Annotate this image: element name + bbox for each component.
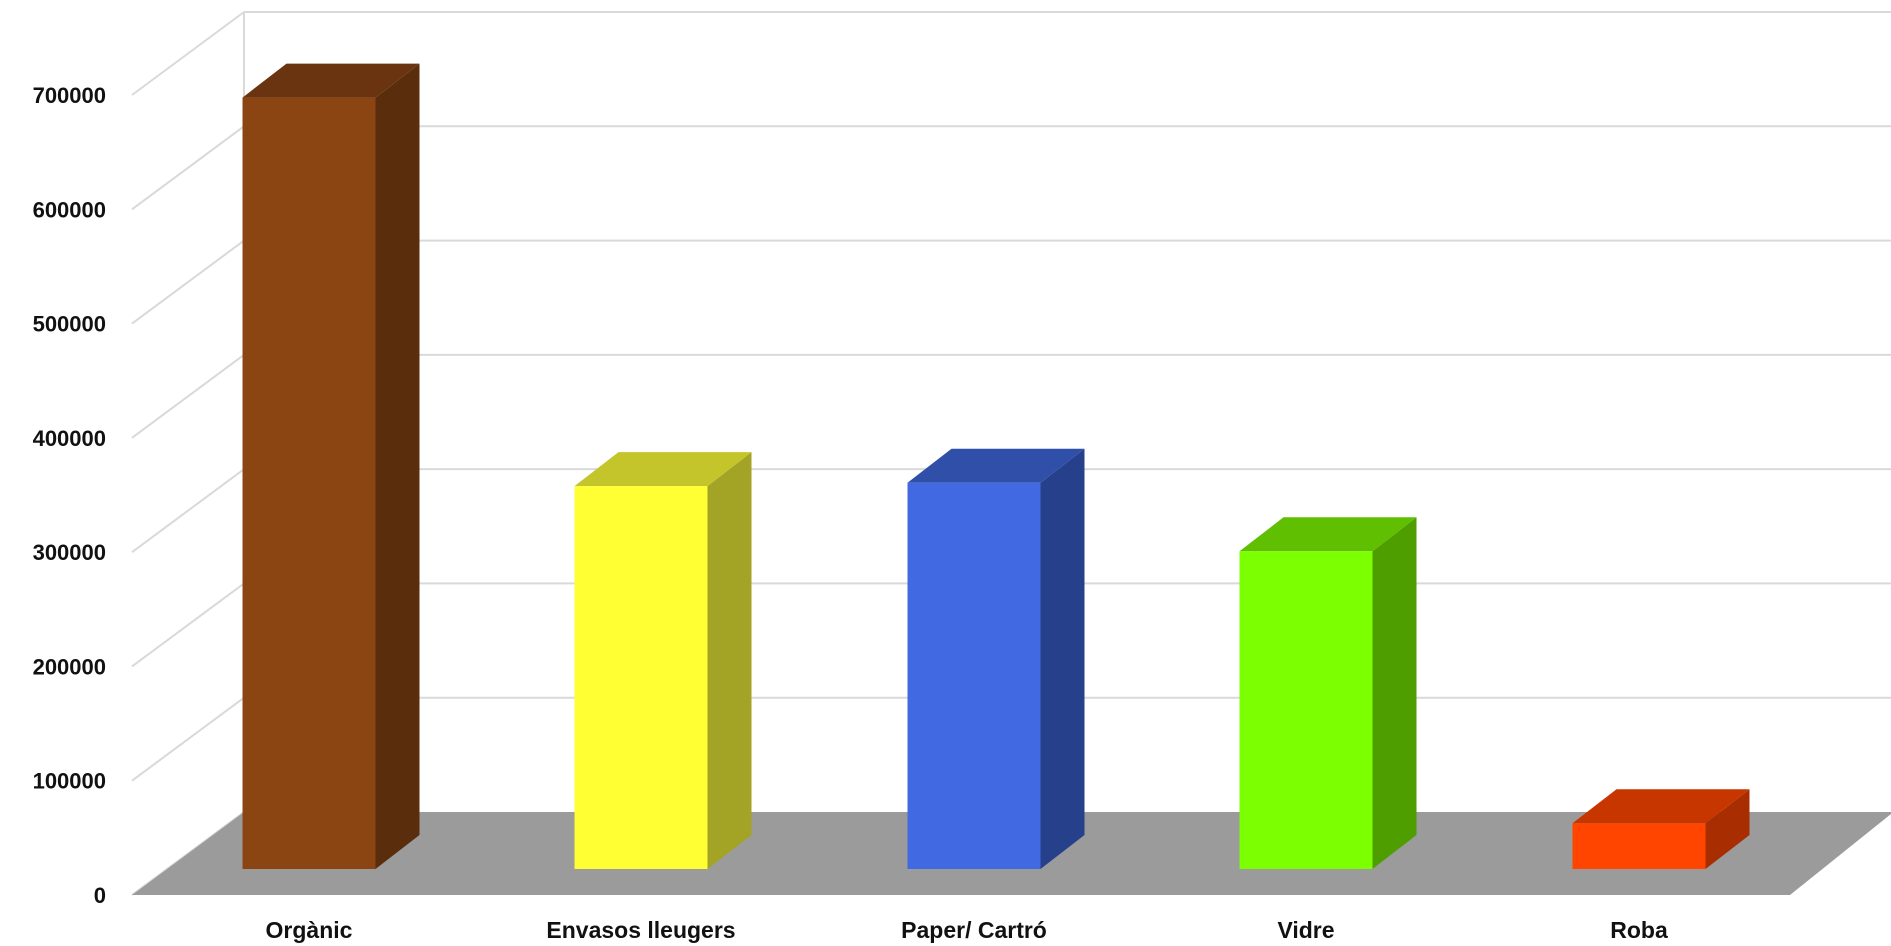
x-category-label: Envasos lleugers <box>546 917 735 943</box>
bar-front-face <box>907 482 1041 869</box>
y-tick-label: 300000 <box>33 540 106 565</box>
y-tick-label: 600000 <box>33 197 106 222</box>
bar-top-face <box>1572 789 1750 824</box>
bar-side-face <box>375 63 420 870</box>
x-category-label: Vidre <box>1277 917 1334 943</box>
x-category-label: Orgànic <box>266 917 353 943</box>
bar-side-face <box>1705 789 1750 869</box>
x-category-label: Roba <box>1610 917 1668 943</box>
gridline-side <box>131 239 245 325</box>
gridline-side <box>131 582 245 668</box>
x-axis-labels: Orgànic Envasos lleugers Paper/ Cartró Vidr… <box>266 917 1668 943</box>
y-tick-label: 400000 <box>33 426 106 451</box>
bar-side-face <box>1372 517 1417 869</box>
bar <box>1572 789 1750 869</box>
y-tick-label: 700000 <box>33 83 106 108</box>
gridline-side <box>131 696 245 782</box>
bar <box>907 448 1085 869</box>
y-tick-label: 0 <box>94 883 106 908</box>
bar-top-face <box>1239 517 1417 552</box>
bar <box>1239 517 1417 869</box>
bar-top-face <box>242 63 420 98</box>
gridline-side <box>131 125 245 211</box>
bar <box>574 452 752 869</box>
y-axis-ticks: 0 100000 200000 300000 400000 500000 600000 700… <box>33 83 106 908</box>
gridline-side <box>131 468 245 553</box>
bar-front-face <box>1572 823 1706 869</box>
gridline-side <box>131 354 245 439</box>
y-tick-label: 500000 <box>33 312 106 337</box>
bars <box>242 63 1750 870</box>
x-category-label: Paper/ Cartró <box>901 917 1047 943</box>
bar-side-face <box>707 452 752 869</box>
y-tick-label: 200000 <box>33 654 106 679</box>
bar-side-face <box>1040 448 1085 869</box>
bar-front-face <box>574 486 708 869</box>
bar-top-face <box>574 452 752 487</box>
bar-front-face <box>242 97 376 870</box>
gridline-side <box>131 11 245 96</box>
bar-front-face <box>1239 551 1373 869</box>
bar-top-face <box>907 448 1085 483</box>
y-tick-label: 100000 <box>33 769 106 794</box>
bar <box>242 63 420 870</box>
